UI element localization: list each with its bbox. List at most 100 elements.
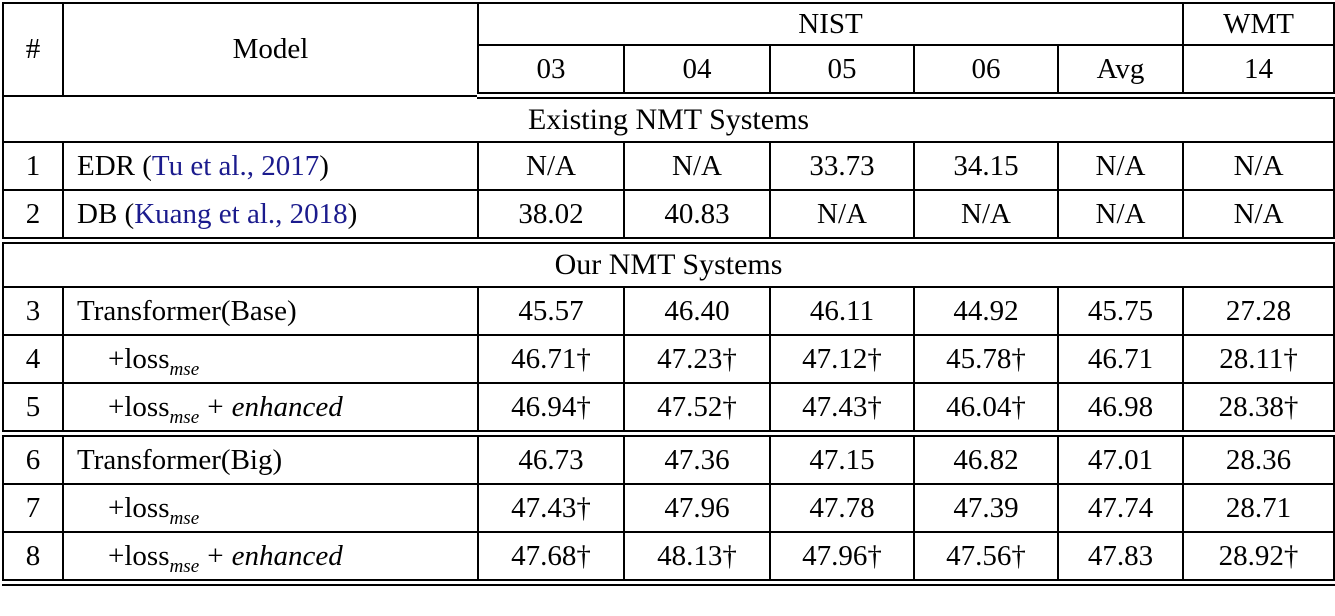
score-cell: 34.15: [913, 141, 1059, 191]
model-cell: Transformer(Big): [62, 432, 479, 485]
table-row-5: 5 +lossmse + enhanced 46.94† 47.52† 47.43†…: [2, 382, 1335, 437]
table-row-8: 8 +lossmse + enhanced 47.68† 48.13† 47.96†…: [2, 531, 1335, 586]
row-number: 3: [2, 286, 64, 336]
subcol-03: 03: [477, 44, 625, 99]
model-cell: Transformer(Base): [62, 286, 479, 336]
table-row-1: 1 EDR (Tu et al., 2017) N/A N/A 33.73 34…: [2, 141, 1335, 191]
table-row-2: 2 DB (Kuang et al., 2018) 38.02 40.83 N/…: [2, 189, 1335, 244]
model-cell: +lossmse: [62, 483, 479, 533]
section-row-ours: Our NMT Systems: [1, 239, 1335, 288]
score-cell: 47.15: [769, 432, 915, 485]
score-cell: 46.11: [769, 286, 915, 336]
score-cell: 47.96†: [769, 531, 915, 586]
score-cell: 48.13†: [623, 531, 771, 586]
score-cell: N/A: [1182, 189, 1335, 244]
score-cell: 28.92†: [1182, 531, 1335, 586]
score-cell: 46.94†: [477, 382, 625, 437]
row-number: 5: [2, 382, 64, 437]
score-cell: 47.78: [769, 483, 915, 533]
results-table: # Model NIST WMT 03 04 05 06 Avg 14 Exis…: [1, 2, 1335, 586]
subcol-06: 06: [913, 44, 1059, 99]
subcol-14: 14: [1182, 44, 1335, 99]
score-cell: 46.73: [477, 432, 625, 485]
score-cell: 47.68†: [477, 531, 625, 586]
row-number: 1: [2, 141, 64, 191]
header-nist-cell: NIST: [476, 2, 1185, 46]
score-cell: 46.71: [1056, 334, 1185, 384]
subcol-04: 04: [623, 44, 771, 99]
score-cell: 46.40: [623, 286, 771, 336]
score-cell: 47.96: [623, 483, 771, 533]
citation-link-kuang-2018[interactable]: Kuang et al., 2018: [134, 197, 348, 230]
header-model-cell: Model: [62, 2, 479, 97]
plus-operator: +: [207, 539, 224, 572]
loss-subscript: mse: [169, 406, 200, 428]
score-cell: 27.28: [1182, 286, 1335, 336]
score-cell: 47.39: [913, 483, 1059, 533]
loss-subscript: mse: [169, 507, 200, 529]
header-row-subcols: 03 04 05 06 Avg 14: [3, 44, 1335, 99]
score-cell: N/A: [623, 141, 771, 191]
plus-operator: +: [207, 390, 224, 423]
score-cell: 28.36: [1182, 432, 1335, 485]
citation-link-tu-2017[interactable]: Tu et al., 2017: [151, 149, 320, 182]
score-cell: 47.83: [1056, 531, 1185, 586]
score-cell: 40.83: [623, 189, 771, 244]
score-cell: N/A: [1056, 141, 1185, 191]
score-cell: 47.43†: [769, 382, 915, 437]
score-cell: N/A: [1182, 141, 1335, 191]
model-cell: DB (Kuang et al., 2018): [62, 189, 479, 244]
score-cell: 47.01: [1056, 432, 1185, 485]
loss-subscript: mse: [169, 555, 200, 577]
header-wmt-cell: WMT: [1182, 2, 1335, 46]
row-number: 2: [2, 189, 64, 244]
table-row-7: 7 +lossmse 47.43† 47.96 47.78 47.39 47.7…: [2, 483, 1335, 533]
row-number: 4: [2, 334, 64, 384]
score-cell: 47.23†: [623, 334, 771, 384]
score-cell: 28.71: [1182, 483, 1335, 533]
score-cell: 47.74: [1056, 483, 1185, 533]
score-cell: 28.38†: [1182, 382, 1335, 437]
score-cell: 44.92: [913, 286, 1059, 336]
section-row-existing: Existing NMT Systems: [1, 94, 1335, 143]
score-cell: 46.82: [913, 432, 1059, 485]
loss-term: +loss: [108, 539, 170, 572]
score-cell: 45.57: [477, 286, 625, 336]
score-cell: 38.02: [477, 189, 625, 244]
score-cell: 47.56†: [913, 531, 1059, 586]
score-cell: 46.71†: [477, 334, 625, 384]
model-cell: +lossmse + enhanced: [62, 382, 479, 437]
row-number: 7: [2, 483, 64, 533]
loss-subscript: mse: [169, 358, 200, 380]
model-text-prefix: DB (: [77, 197, 135, 230]
model-cell: +lossmse + enhanced: [62, 531, 479, 586]
table-row-6: 6 Transformer(Big) 46.73 47.36 47.15 46.…: [2, 432, 1335, 485]
score-cell: 47.52†: [623, 382, 771, 437]
score-cell: 47.36: [623, 432, 771, 485]
header-row-groups: # Model NIST WMT: [2, 2, 1335, 97]
row-number: 8: [2, 531, 64, 586]
enhanced-term: enhanced: [231, 390, 343, 423]
score-cell: 46.04†: [913, 382, 1059, 437]
model-text-suffix: ): [347, 197, 358, 230]
score-cell: N/A: [1056, 189, 1185, 244]
score-cell: 33.73: [769, 141, 915, 191]
row-number: 6: [2, 432, 64, 485]
score-cell: 46.98: [1056, 382, 1185, 437]
table-row-3: 3 Transformer(Base) 45.57 46.40 46.11 44…: [2, 286, 1335, 336]
score-cell: N/A: [769, 189, 915, 244]
loss-term: +loss: [108, 491, 170, 524]
score-cell: 45.78†: [913, 334, 1059, 384]
subcol-avg: Avg: [1056, 44, 1185, 99]
score-cell: 45.75: [1056, 286, 1185, 336]
loss-term: +loss: [108, 390, 170, 423]
loss-term: +loss: [108, 342, 170, 375]
subcol-05: 05: [769, 44, 915, 99]
score-cell: 47.12†: [769, 334, 915, 384]
score-cell: 28.11†: [1182, 334, 1335, 384]
model-text-suffix: ): [319, 149, 329, 182]
score-cell: N/A: [477, 141, 625, 191]
table-row-4: 4 +lossmse 46.71† 47.23† 47.12† 45.78† 4…: [2, 334, 1335, 384]
section-title-ours: Our NMT Systems: [1, 239, 1335, 288]
header-num-cell: #: [2, 2, 64, 97]
